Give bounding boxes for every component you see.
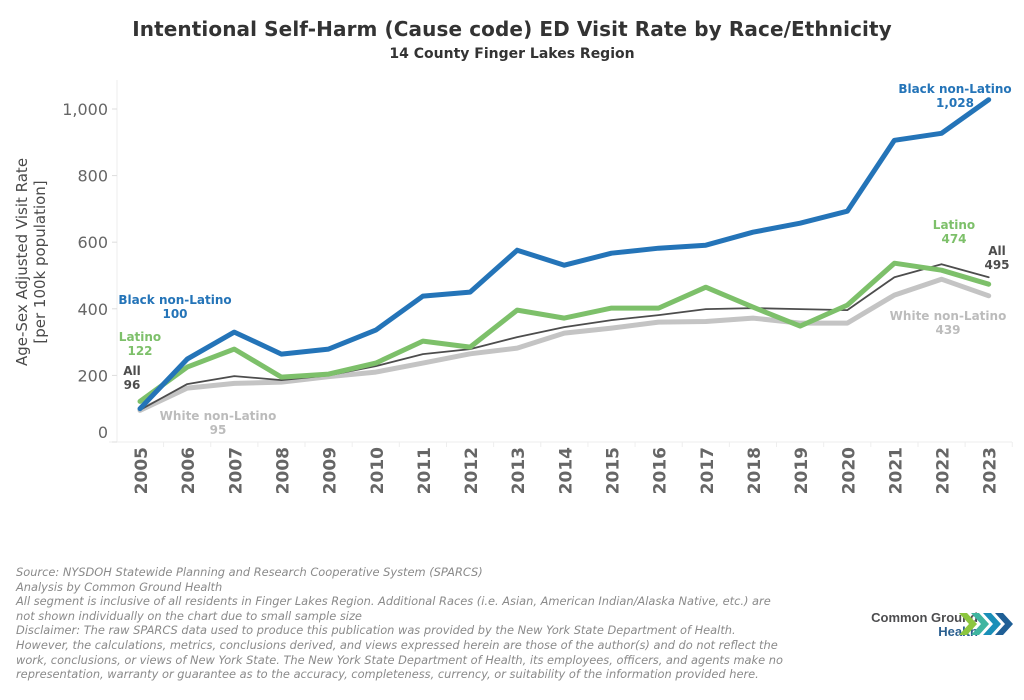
x-tick-label: 2021 xyxy=(886,447,906,494)
footer-note-line: All segment is inclusive of all resident… xyxy=(16,594,771,609)
x-tick-label: 2018 xyxy=(745,447,765,494)
x-tick-label: 2010 xyxy=(368,447,388,494)
series-value-label: 122 xyxy=(127,344,152,358)
footer-analysis: Analysis by Common Ground Health xyxy=(16,579,223,594)
series-line-latino xyxy=(137,260,992,404)
axes xyxy=(109,80,1012,443)
series-name-label: White non-Latino xyxy=(890,309,1007,323)
x-tick-label: 2011 xyxy=(415,447,435,494)
series-name-label: Latino xyxy=(933,218,975,232)
x-tick-label: 2019 xyxy=(792,447,812,494)
series-value-label: 96 xyxy=(124,378,141,392)
y-tick-label: 600 xyxy=(77,233,108,252)
x-tick-label: 2016 xyxy=(651,447,671,494)
series-name-label: Black non-Latino xyxy=(898,82,1011,96)
y-axis-title-line: Age-Sex Adjusted Visit Rate xyxy=(13,158,31,366)
x-tick-label: 2008 xyxy=(273,447,293,494)
footer-disclaimer-line: representation, warranty or guarantee as… xyxy=(16,667,759,682)
footer-disclaimer-line: However, the calculations, metrics, conc… xyxy=(16,637,778,652)
x-tick-label: 2012 xyxy=(462,447,482,494)
series-value-label: 1,028 xyxy=(936,96,974,110)
series-name-label: White non-Latino xyxy=(160,409,277,423)
chevrons-icon xyxy=(959,613,1013,635)
footer-disclaimer-line: Disclaimer: The raw SPARCS data used to … xyxy=(16,623,736,638)
x-tick-label: 2005 xyxy=(132,447,152,494)
x-tick-label: 2015 xyxy=(604,447,624,494)
series-name-label: All xyxy=(988,244,1006,258)
chevron-shape xyxy=(959,613,977,635)
x-tick-label: 2013 xyxy=(509,447,529,494)
series-name-label: Black non-Latino xyxy=(118,293,231,307)
chart-title: Intentional Self-Harm (Cause code) ED Vi… xyxy=(132,17,892,41)
y-axis-title: Age-Sex Adjusted Visit Rate [per 100k pop… xyxy=(13,158,49,366)
x-tick-label: 2017 xyxy=(698,447,718,494)
series-line-black-non-latino xyxy=(137,97,992,412)
series-value-label: 100 xyxy=(162,307,187,321)
series-value-label: 95 xyxy=(210,423,227,437)
chart-subtitle: 14 County Finger Lakes Region xyxy=(389,46,635,62)
footer-disclaimer-line: work, conclusions, or views of New York … xyxy=(16,652,783,667)
series-value-label: 474 xyxy=(941,232,966,246)
x-tick-label: 2009 xyxy=(321,447,341,494)
series-value-label: 495 xyxy=(984,258,1009,272)
x-tick-label: 2020 xyxy=(839,447,859,494)
footer-notes: Source: NYSDOH Statewide Planning and Re… xyxy=(16,565,836,682)
x-tick-label: 2023 xyxy=(981,447,1001,494)
series-name-label: All xyxy=(123,364,141,378)
series-lines xyxy=(137,97,992,413)
series-name-label: Latino xyxy=(119,330,161,344)
x-tick-label: 2007 xyxy=(226,447,246,494)
y-tick-label: 0 xyxy=(98,423,108,442)
chevron-shape xyxy=(995,613,1013,635)
footer-source: Source: NYSDOH Statewide Planning and Re… xyxy=(16,565,483,579)
y-tick-label: 400 xyxy=(77,300,108,319)
series-value-label: 439 xyxy=(935,323,960,337)
y-ticks: 0 200 400 600 800 1,000 xyxy=(62,100,117,443)
chevron-shape xyxy=(971,613,989,635)
x-tick-label: 2022 xyxy=(934,447,954,494)
y-axis-title-line: [per 100k population] xyxy=(31,180,49,343)
y-tick-label: 200 xyxy=(77,366,108,385)
series-line-white-non-latino xyxy=(137,276,992,413)
footer-note-line: not shown individually on the chart due … xyxy=(16,608,362,623)
x-ticks: 2005 2006 2007 2008 2009 2010 2011 2012 2013 2014… xyxy=(132,442,1013,494)
chevron-shape xyxy=(983,613,1001,635)
logo-text-line1: Common Ground xyxy=(871,610,978,625)
y-tick-label: 1,000 xyxy=(62,100,108,119)
line-chart: Age-Sex Adjusted Visit Rate [per 100k pop… xyxy=(13,80,1013,494)
y-tick-label: 800 xyxy=(77,167,108,186)
x-tick-label: 2006 xyxy=(179,447,199,494)
x-tick-label: 2014 xyxy=(556,447,576,494)
series-line-all xyxy=(139,263,990,411)
common-ground-health-logo: Common Ground Health xyxy=(846,609,1016,641)
